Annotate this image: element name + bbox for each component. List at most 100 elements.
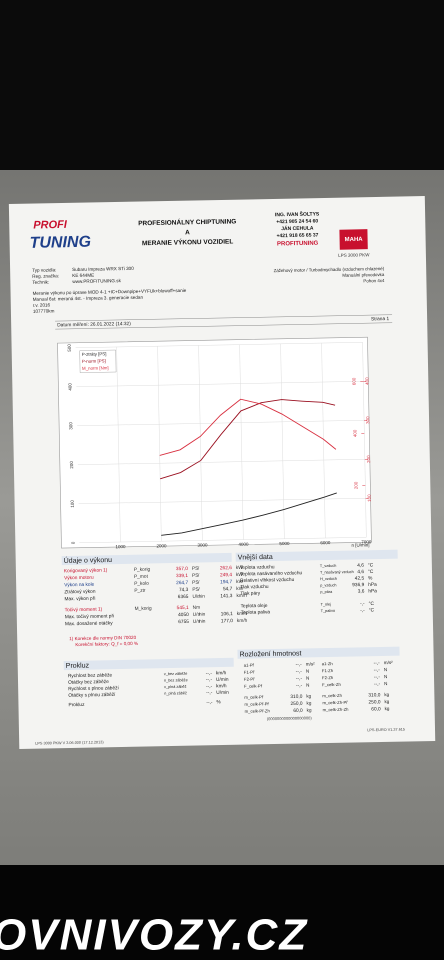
logo: PROFI	[33, 219, 68, 232]
weight-value: 250,0	[368, 699, 380, 705]
x-tick-label: 6000	[320, 540, 331, 545]
grid-line	[79, 536, 367, 544]
grid-line	[77, 420, 365, 427]
contact-brand: PROFITUNING	[277, 241, 319, 248]
environment-cell: 4,6	[357, 563, 364, 569]
x-tick-label: 5000	[279, 541, 290, 546]
vehicle-note: Manual 6st: meraná 4st. - Impreza 3. gen…	[33, 295, 144, 302]
performance-cell: 74,3	[179, 587, 189, 593]
y3-tick-label: 300	[365, 416, 370, 424]
performance-cell: km/h	[237, 611, 248, 617]
performance-cell: 264,7	[176, 580, 188, 586]
weight-value: --,-	[296, 670, 303, 675]
slip-cell: --,-	[206, 700, 213, 705]
vehicle-note: Meranie výkonu po úprave MOD 4-1 +IC+Dow…	[33, 288, 187, 296]
y-tick-label: 100	[70, 500, 75, 508]
y-tick-label: 200	[69, 461, 74, 469]
performance-cell: Max. výkon při	[64, 596, 95, 603]
x-tick-label: 3000	[197, 542, 208, 547]
environment-cell: °C	[369, 607, 375, 613]
performance-cell: 249,4	[220, 572, 232, 578]
weight-unit: kg	[384, 692, 389, 697]
vehicle-value: KE 644ME	[72, 273, 94, 278]
weight-value: --,-	[296, 663, 303, 668]
x-tick-label: 2000	[156, 543, 167, 548]
performance-cell: kW	[236, 572, 244, 578]
legend-box	[79, 349, 117, 373]
performance-cell: 6755	[178, 619, 189, 625]
contact: +421 918 65 65 37	[277, 232, 319, 239]
section-bar	[63, 657, 234, 671]
performance-cell: /	[198, 594, 200, 600]
maha-logo	[339, 229, 368, 250]
weight-unit: kg	[306, 694, 311, 699]
environment-cell: T_olej	[321, 602, 332, 606]
performance-cell: M_korig	[135, 606, 153, 612]
section-title: Vnější data	[238, 554, 273, 562]
slip-cell: n_bez záběže	[164, 678, 188, 682]
slip-cell: Otáčky s plnou záběží	[68, 692, 116, 699]
performance-cell: 54,7	[223, 586, 233, 592]
section-title: Rozložení hmotnost	[239, 650, 301, 658]
weight-label: F_celk-Zh	[322, 682, 341, 687]
maha-label: MAHA	[345, 237, 364, 243]
y-tick-label: 400	[67, 383, 72, 391]
grid-line	[280, 343, 285, 539]
contact: +421 905 24 54 60	[276, 218, 318, 225]
environment-cell: hPa	[368, 588, 377, 594]
vehicle-spec: Zážehový motor / Turbodmychadlo (vzduche…	[274, 266, 385, 273]
vehicle-note: 107770km	[33, 308, 55, 313]
grid-line	[116, 346, 121, 542]
legend-entry: M_norm [Nm]	[82, 365, 109, 371]
performance-cell: /	[199, 619, 201, 625]
weight-label: m_celk-Př-Př	[244, 701, 269, 706]
section-bar	[235, 549, 398, 562]
grid-line	[239, 344, 244, 540]
weight-value: --,-	[374, 682, 381, 687]
slip-cell: v_plná záběž	[164, 685, 187, 689]
performance-cell: Max. točivý moment při	[65, 613, 114, 620]
environment-cell: Tlak vzduchu	[240, 584, 269, 591]
performance-cell: PS	[192, 587, 199, 593]
vehicle-spec: Manuální převodovka	[342, 272, 385, 278]
weight-unit: N	[306, 676, 309, 681]
slip-cell: Otáčky bez záběže	[68, 679, 109, 686]
slip-cell: --,-	[206, 691, 213, 696]
environment-cell: T_vzduch	[320, 564, 337, 568]
weight-unit: kg	[384, 699, 389, 704]
contact: ING. IVAN ŠOLTYS	[275, 209, 320, 218]
weight-label: F1-Př	[244, 670, 255, 675]
environment-cell: Teplota nasávaného vzduchu	[240, 570, 303, 577]
footer: LPS 3000 PKW V 3.06.000 (17.12.2013)	[35, 740, 104, 745]
performance-cell: 106,1	[221, 611, 233, 617]
environment-cell: 42,5	[355, 576, 365, 582]
weight-unit: N	[384, 667, 387, 672]
watermark: OVNIVOZY.CZ	[0, 911, 308, 960]
vehicle-note: r.v. 2016	[33, 302, 51, 307]
footnote: Korekční faktory: Q_f = 0,00 %	[75, 641, 138, 647]
legend-entry: P-norm [PS]	[82, 358, 106, 363]
slip-cell: Rychlost s plnou záběží	[68, 685, 119, 692]
weight-unit: kg	[385, 706, 390, 711]
rule	[55, 322, 393, 330]
environment-cell: H_vzduch	[320, 577, 337, 581]
weight-unit: N	[306, 669, 309, 674]
weight-value: 60,0	[293, 708, 303, 714]
weight-label: m_celk-Př-Zh	[245, 708, 271, 713]
header-title: A	[185, 229, 190, 236]
weight-value: --,-	[296, 677, 303, 682]
performance-cell: P_ztr	[134, 588, 146, 594]
slip-cell: km/h	[216, 683, 227, 689]
performance-cell: P_kolo	[134, 581, 149, 587]
weight-label: m_celk-Zh	[322, 693, 342, 698]
environment-cell: -,-	[360, 609, 365, 614]
environment-cell: °C	[368, 562, 374, 568]
performance-cell: 141,3	[220, 593, 232, 599]
slip-cell: --,-	[206, 678, 213, 683]
y2-tick-label: 400	[352, 429, 357, 437]
environment-cell: °C	[369, 601, 375, 607]
header-title: PROFESIONÁLNY CHIPTUNING	[138, 216, 236, 227]
section-bar	[237, 646, 400, 659]
grid-line	[157, 346, 162, 542]
